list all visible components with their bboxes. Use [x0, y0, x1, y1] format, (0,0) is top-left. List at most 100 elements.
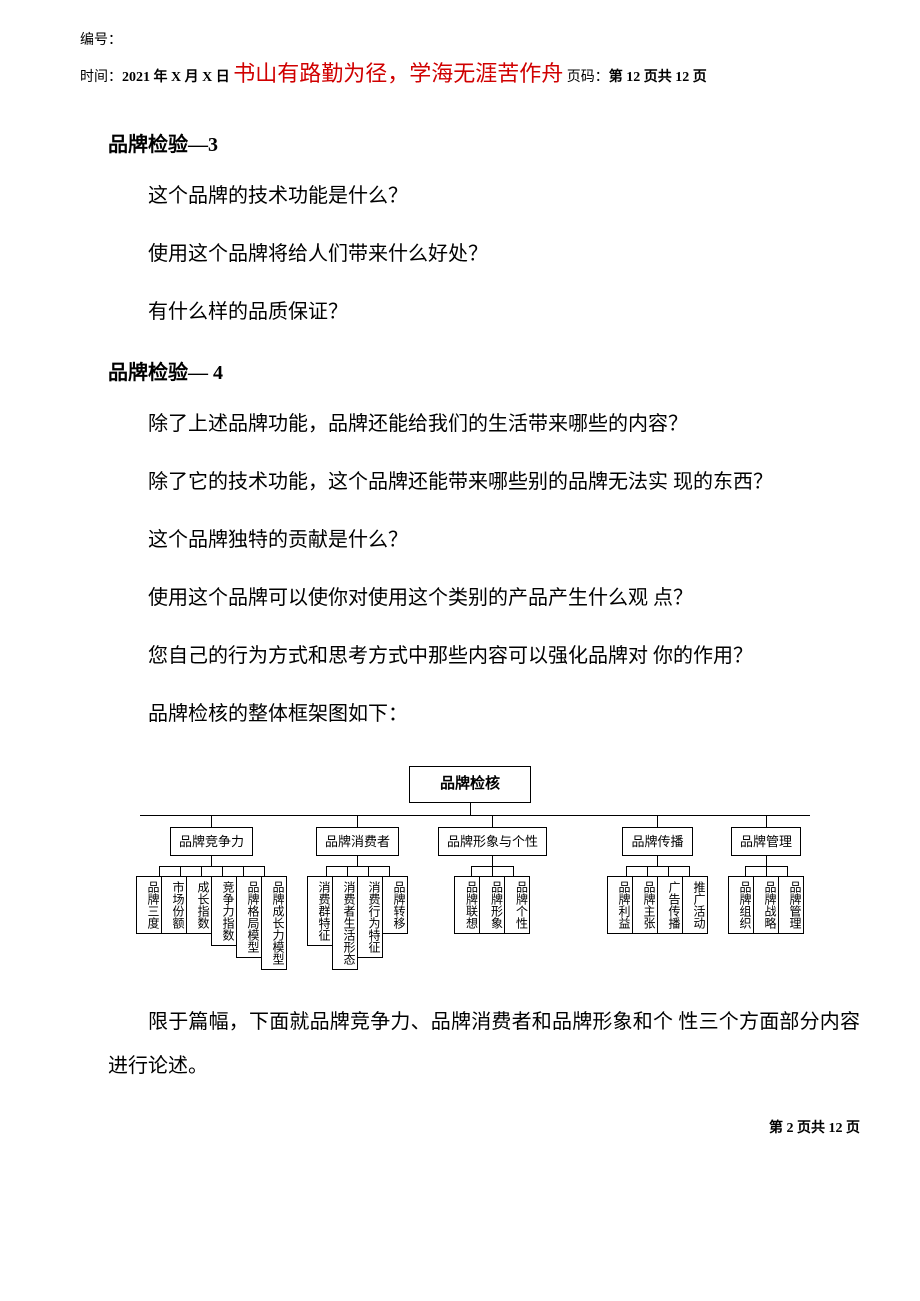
paragraph: 您自己的行为方式和思考方式中那些内容可以强化品牌对 你的作用？ [108, 634, 860, 678]
connector-vline [471, 866, 472, 876]
diagram-leaf: 广告传播 [657, 876, 683, 934]
diagram-leaf: 品牌格局模型 [236, 876, 262, 958]
diagram-groups-row: 品牌竞争力品牌三度市场份额成长指数竞争力指数品牌格局模型品牌成长力模型品牌消费者… [80, 815, 860, 971]
connector-vline [492, 815, 493, 827]
connector-vline [766, 866, 767, 876]
diagram-mid-box: 品牌竞争力 [170, 827, 253, 857]
diagram-group: 品牌管理品牌组织品牌战略品牌管理 [728, 815, 804, 935]
header-page-value: 第 12 页共 12 页 [609, 70, 707, 85]
connector-vline [347, 866, 348, 876]
header-quote: 书山有路勤为径，学海无涯苦作舟 [233, 61, 563, 86]
connector-vline [492, 856, 493, 866]
sections-container: 品牌检验—3这个品牌的技术功能是什么？使用这个品牌将给人们带来什么好处？有什么样… [80, 130, 860, 736]
diagram-leaf: 品牌组织 [728, 876, 754, 934]
paragraph: 使用这个品牌将给人们带来什么好处？ [108, 232, 860, 276]
framework-diagram: 品牌检核 品牌竞争力品牌三度市场份额成长指数竞争力指数品牌格局模型品牌成长力模型… [80, 766, 860, 970]
connector-vline [389, 866, 390, 876]
connector-vline [745, 866, 746, 876]
diagram-leaf: 品牌成长力模型 [261, 876, 287, 970]
paragraph: 这个品牌独特的贡献是什么？ [108, 518, 860, 562]
diagram-leaf: 消费群特征 [307, 876, 333, 946]
diagram-mid-box: 品牌管理 [731, 827, 801, 857]
connector-vline [668, 866, 669, 876]
diagram-mid-box: 品牌消费者 [316, 827, 399, 857]
section-heading: 品牌检验—3 [108, 130, 860, 160]
diagram-leaf: 推广活动 [682, 876, 708, 934]
connector-vline [766, 856, 767, 866]
connector-fanout [148, 866, 275, 876]
connector-fanout [734, 866, 798, 876]
diagram-leaf: 品牌管理 [778, 876, 804, 934]
connector-vline [211, 815, 212, 827]
connector-fanout [315, 866, 400, 876]
connector-vline [368, 866, 369, 876]
diagram-children-wrap: 品牌组织品牌战略品牌管理 [728, 866, 804, 934]
diagram-children-wrap: 消费群特征消费者生活形态消费行为特征品牌转移 [307, 866, 408, 970]
paragraph: 除了上述品牌功能，品牌还能给我们的生活带来哪些的内容？ [108, 402, 860, 446]
diagram-leaf: 消费行为特征 [357, 876, 383, 958]
header-serial: 编号： [80, 30, 860, 51]
connector-vline [647, 866, 648, 876]
diagram-leaf: 品牌主张 [632, 876, 658, 934]
paragraph: 这个品牌的技术功能是什么？ [108, 174, 860, 218]
diagram-leaf: 消费者生活形态 [332, 876, 358, 970]
connector-vline [657, 856, 658, 866]
header-time-label: 时间： [80, 70, 122, 85]
diagram-group: 品牌形象与个性品牌联想品牌形象品牌个性 [438, 815, 547, 935]
connector-vline [326, 866, 327, 876]
header-serial-label: 编号： [80, 33, 122, 48]
diagram-leaf-row: 品牌联想品牌形象品牌个性 [454, 876, 530, 934]
diagram-group: 品牌竞争力品牌三度市场份额成长指数竞争力指数品牌格局模型品牌成长力模型 [136, 815, 287, 971]
footer-page: 第 2 页共 12 页 [769, 1121, 860, 1136]
connector-hline [159, 866, 264, 867]
connector-vline [470, 803, 471, 815]
diagram-leaf: 市场份额 [161, 876, 187, 934]
connector-fanout [615, 866, 700, 876]
diagram-leaf: 品牌联想 [454, 876, 480, 934]
connector-vline [657, 815, 658, 827]
paragraph: 使用这个品牌可以使你对使用这个类别的产品产生什么观 点？ [108, 576, 860, 620]
diagram-root: 品牌检核 [409, 766, 531, 803]
diagram-leaf: 品牌利益 [607, 876, 633, 934]
connector-hline [326, 866, 389, 867]
connector-vline [787, 866, 788, 876]
connector-vline [689, 866, 690, 876]
connector-vline [222, 866, 223, 876]
diagram-mid-box: 品牌形象与个性 [438, 827, 547, 857]
closing-paragraph: 限于篇幅，下面就品牌竞争力、品牌消费者和品牌形象和个 性三个方面部分内容进行论述… [108, 1000, 860, 1088]
connector-vline [513, 866, 514, 876]
connector-vline [180, 866, 181, 876]
connector-vline [159, 866, 160, 876]
diagram-leaf-row: 品牌三度市场份额成长指数竞争力指数品牌格局模型品牌成长力模型 [136, 876, 287, 970]
section-heading: 品牌检验— 4 [108, 358, 860, 388]
diagram-children-wrap: 品牌三度市场份额成长指数竞争力指数品牌格局模型品牌成长力模型 [136, 866, 287, 970]
diagram-leaf: 品牌转移 [382, 876, 408, 934]
diagram-leaf-row: 消费群特征消费者生活形态消费行为特征品牌转移 [307, 876, 408, 970]
diagram-group: 品牌传播品牌利益品牌主张广告传播推广活动 [607, 815, 708, 935]
diagram-group: 品牌消费者消费群特征消费者生活形态消费行为特征品牌转移 [307, 815, 408, 971]
connector-vline [243, 866, 244, 876]
diagram-leaf: 品牌三度 [136, 876, 162, 934]
connector-vline [626, 866, 627, 876]
diagram-leaf-row: 品牌利益品牌主张广告传播推广活动 [607, 876, 708, 934]
connector-vline [264, 866, 265, 876]
connector-vline [357, 815, 358, 827]
diagram-leaf: 品牌形象 [479, 876, 505, 934]
connector-hline [140, 815, 810, 816]
connector-hline [626, 866, 689, 867]
page-footer: 第 2 页共 12 页 [80, 1118, 860, 1139]
paragraph: 除了它的技术功能，这个品牌还能带来哪些别的品牌无法实 现的东西？ [108, 460, 860, 504]
connector-fanout [460, 866, 524, 876]
header-page-label: 页码： [567, 70, 609, 85]
connector-vline [357, 856, 358, 866]
diagram-leaf: 品牌个性 [504, 876, 530, 934]
header-time-value: 2021 年 X 月 X 日 [122, 70, 230, 85]
paragraph: 品牌检核的整体框架图如下： [108, 692, 860, 736]
diagram-leaf: 竞争力指数 [211, 876, 237, 946]
diagram-children-wrap: 品牌联想品牌形象品牌个性 [454, 866, 530, 934]
diagram-connector-row: 品牌竞争力品牌三度市场份额成长指数竞争力指数品牌格局模型品牌成长力模型品牌消费者… [80, 815, 860, 971]
diagram-mid-box: 品牌传播 [622, 827, 692, 857]
diagram-children-wrap: 品牌利益品牌主张广告传播推广活动 [607, 866, 708, 934]
header-line2: 时间：2021 年 X 月 X 日 书山有路勤为径，学海无涯苦作舟 页码：第 1… [80, 57, 860, 90]
connector-vline [766, 815, 767, 827]
